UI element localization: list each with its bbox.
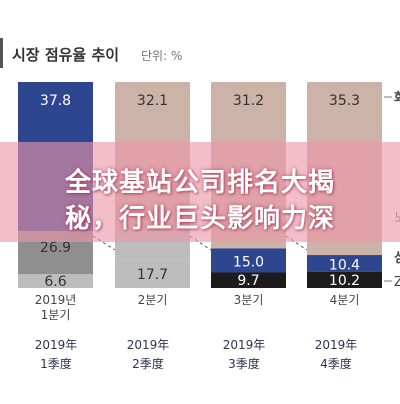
bar-middle-segment	[211, 248, 286, 273]
connector-line	[285, 235, 308, 251]
x-tick-label: 4분기	[330, 293, 360, 307]
connector-line	[92, 235, 116, 251]
bottom-label-q4: 2019年 4季度	[296, 336, 376, 374]
data-label-bottom: 17.7	[137, 267, 168, 283]
bar-bottom-segment	[211, 272, 286, 288]
bottom-label-year: 2019年	[126, 338, 170, 352]
data-label-middle: 26.9	[40, 240, 71, 256]
bottom-label-q2: 2019年 2季度	[108, 336, 188, 374]
data-label-middle: 10.4	[329, 257, 360, 273]
x-tick-label: 2분기	[138, 293, 168, 307]
title-marker	[0, 38, 3, 68]
bottom-label-q3: 2019年 3季度	[204, 336, 284, 374]
overlay-line-1: 全球基站公司排名大揭	[64, 168, 335, 198]
bottom-label-quarter: 4季度	[320, 357, 352, 371]
unit-note: 단위: %	[141, 49, 182, 63]
legend-item: Z	[394, 275, 400, 290]
overlay-line-2: 秘，行业巨头影响力深	[64, 204, 335, 234]
legend-item: 화	[394, 90, 400, 106]
bar-bottom-segment	[18, 274, 93, 288]
bottom-label-quarter: 3季度	[228, 357, 260, 371]
data-label-top: 31.2	[233, 93, 264, 109]
data-label-bottom: 10.2	[329, 273, 360, 289]
x-tick-label: 1분기	[41, 308, 71, 322]
bottom-label-quarter: 1季度	[40, 357, 72, 371]
bottom-label-year: 2019年	[314, 338, 358, 352]
x-tick-label: 3분기	[234, 293, 264, 307]
bottom-label-year: 2019年	[34, 338, 78, 352]
connector-line	[189, 235, 212, 251]
data-label-top: 32.1	[137, 93, 168, 109]
overlay-banner: 全球基站公司排名大揭 秘，行业巨头影响力深	[0, 142, 400, 242]
legend-item: 심	[394, 250, 400, 266]
bar-bottom-segment	[307, 271, 382, 288]
chart-title: 시장 점유율 추이	[12, 46, 119, 64]
bar-bottom-segment	[115, 259, 190, 288]
bottom-label-q1: 2019年 1季度	[16, 336, 96, 374]
data-label-top: 37.8	[40, 93, 71, 109]
data-label-bottom: 9.7	[237, 273, 259, 289]
bar-middle-segment	[307, 255, 382, 272]
bottom-label-quarter: 2季度	[132, 357, 164, 371]
bottom-label-year: 2019年	[222, 338, 266, 352]
data-label-bottom: 6.6	[44, 274, 66, 290]
x-tick-label: 2019년	[35, 293, 77, 307]
data-label-top: 35.3	[329, 93, 360, 109]
data-label-middle: 15.0	[233, 254, 264, 270]
